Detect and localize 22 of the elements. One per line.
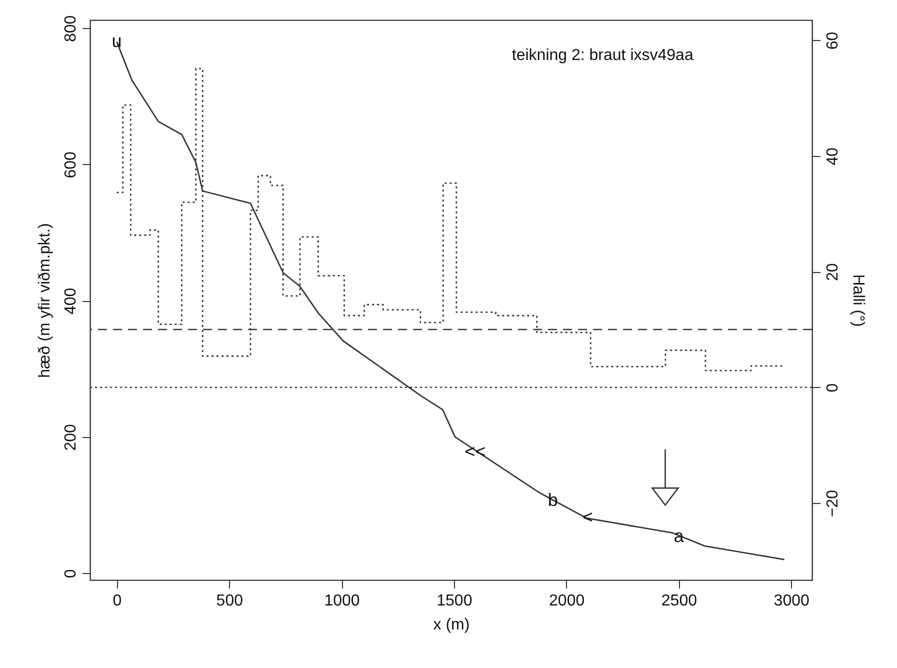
x-tick-label: 1500 (436, 592, 472, 610)
annotation: teikning 2: braut ixsv49aa (512, 47, 694, 64)
x-tick-label: 0 (112, 592, 122, 610)
y2-tick-label: 40 (824, 147, 842, 166)
y2-tick-label: 0 (824, 383, 842, 392)
y-tick-label: 0 (62, 569, 80, 578)
y-tick-label: 400 (62, 288, 80, 315)
y2-axis-title: Halli (°) (850, 274, 866, 327)
x-tick-label: 2500 (661, 592, 698, 610)
y2-tick-label: 20 (824, 263, 842, 282)
y2-tick-label: −20 (824, 490, 842, 518)
y-tick-label: 200 (62, 424, 80, 451)
x-tick-label: 1000 (324, 592, 360, 610)
y2-tick-label: 60 (824, 32, 842, 50)
y-tick-label: 800 (62, 15, 80, 42)
y-axis-title: hæð (m yfir viðm.pkt.) (36, 223, 54, 378)
x-tick-label: 3000 (774, 592, 810, 610)
y-tick-label: 600 (62, 151, 80, 178)
x-axis-title: x (m) (433, 616, 470, 634)
x-tick-label: 500 (216, 592, 244, 610)
x-tick-label: 2000 (549, 592, 585, 610)
annotation: u (112, 30, 122, 51)
